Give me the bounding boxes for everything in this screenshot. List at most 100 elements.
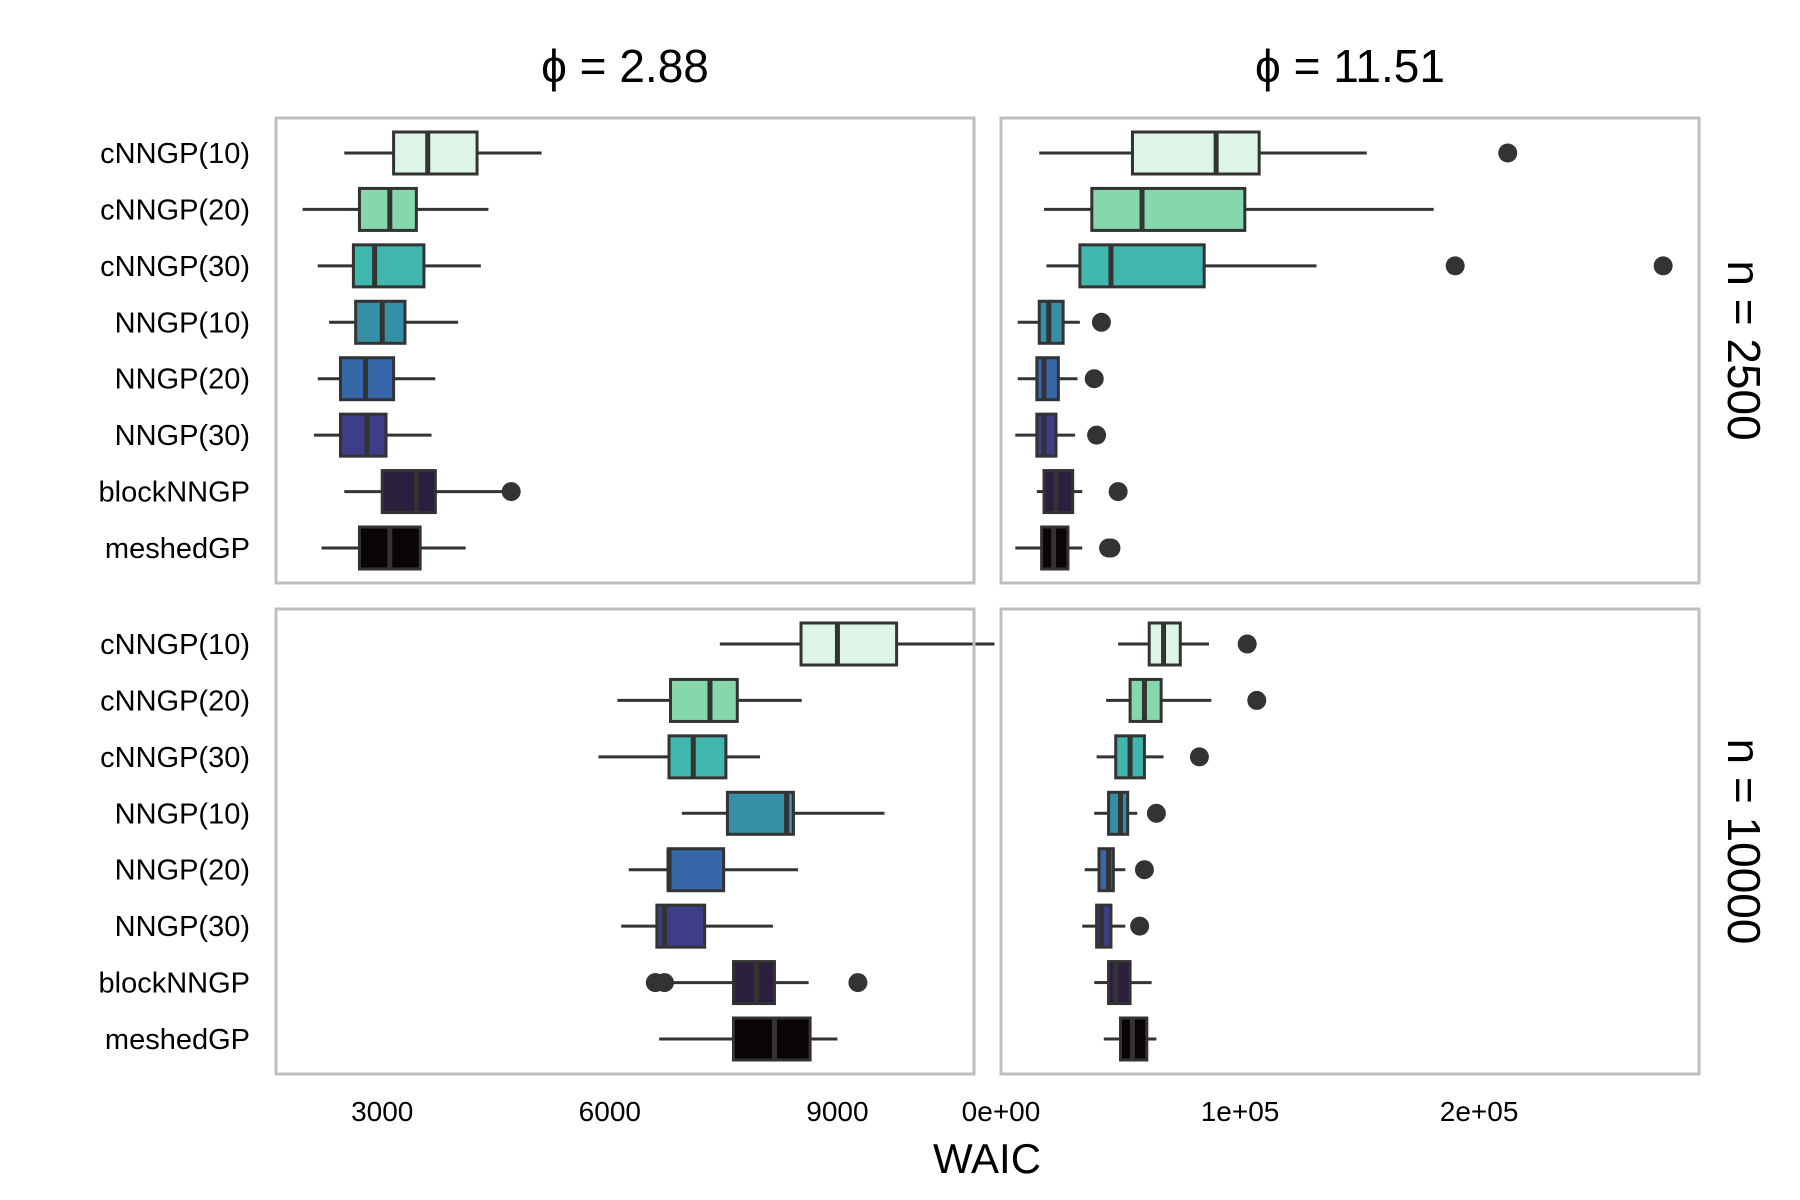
box-iqr [666, 847, 726, 893]
box-group [1118, 621, 1257, 667]
box-iqr [1078, 243, 1206, 289]
category-label: NNGP(30) [115, 911, 250, 943]
box-group [598, 734, 761, 780]
x-axis-title: WAIC [933, 1135, 1041, 1182]
box-group [344, 469, 521, 515]
category-label: cNNGP(30) [100, 251, 250, 283]
panel-frame [999, 116, 1701, 585]
box-iqr [1130, 130, 1261, 176]
box-group [302, 186, 489, 232]
box-iqr [1107, 960, 1132, 1006]
outlier-point [654, 973, 674, 993]
box-group [1044, 186, 1434, 232]
panel [274, 607, 995, 1076]
box-group [321, 525, 466, 571]
box-group [1106, 677, 1267, 723]
category-label: cNNGP(30) [100, 742, 250, 774]
outlier-point [1087, 425, 1107, 445]
outlier-point [848, 973, 868, 993]
outlier-point [501, 482, 521, 502]
outlier-point [1247, 690, 1267, 710]
x-tick-label: 9000 [806, 1096, 868, 1127]
outlier-point [1189, 747, 1209, 767]
row-strip-label: n = 10000 [1718, 739, 1770, 945]
box-group [1039, 130, 1518, 176]
x-tick-label: 1e+05 [1201, 1096, 1280, 1127]
panel-frame [274, 607, 976, 1076]
panel [274, 116, 976, 585]
outlier-point [1130, 916, 1150, 936]
x-tick-label: 0e+00 [962, 1096, 1041, 1127]
box-group [317, 356, 436, 402]
box-group [719, 621, 995, 667]
box-group [659, 1016, 838, 1062]
category-label: NNGP(10) [115, 307, 250, 339]
category-label: NNGP(20) [115, 855, 250, 887]
box-group [681, 790, 885, 836]
category-label: blockNNGP [99, 968, 251, 1000]
panel [999, 116, 1701, 585]
outlier-point [1091, 312, 1111, 332]
outlier-point [1101, 538, 1121, 558]
box-group [344, 130, 542, 176]
box-group [1103, 1016, 1157, 1062]
box-group [1036, 469, 1128, 515]
row-strip-label: n = 2500 [1718, 260, 1770, 440]
outlier-point [1108, 482, 1128, 502]
box-group [1015, 412, 1107, 458]
box-iqr [731, 1016, 812, 1062]
category-label: meshedGP [105, 1024, 250, 1056]
box-iqr [669, 677, 739, 723]
x-tick-label: 6000 [579, 1096, 641, 1127]
box-iqr [1090, 186, 1247, 232]
category-label: NNGP(30) [115, 420, 250, 452]
category-label: cNNGP(20) [100, 194, 250, 226]
category-label: NNGP(10) [115, 798, 250, 830]
outlier-point [1146, 803, 1166, 823]
column-strip-label: ϕ = 2.88 [541, 40, 709, 92]
panel [999, 607, 1701, 1076]
column-strip-label: ϕ = 11.51 [1255, 40, 1445, 92]
box-iqr [667, 734, 728, 780]
box-iqr [380, 469, 437, 515]
box-iqr [1035, 356, 1060, 402]
box-group [329, 299, 459, 345]
box-iqr [338, 412, 388, 458]
box-group [628, 847, 798, 893]
category-label: NNGP(20) [115, 364, 250, 396]
outlier-point [1134, 860, 1154, 880]
box-group [1084, 847, 1154, 893]
panel-frame [274, 116, 976, 585]
outlier-point [1445, 256, 1465, 276]
box-iqr [392, 130, 479, 176]
box-iqr [351, 243, 426, 289]
category-label: cNNGP(20) [100, 685, 250, 717]
box-group [1096, 734, 1209, 780]
box-group [645, 960, 868, 1006]
box-group [1046, 243, 1673, 289]
category-label: cNNGP(10) [100, 138, 250, 170]
category-label: cNNGP(10) [100, 629, 250, 661]
box-iqr [799, 621, 899, 667]
box-group [617, 677, 802, 723]
box-iqr [725, 790, 795, 836]
box-group [1094, 790, 1166, 836]
outlier-point [1084, 369, 1104, 389]
box-group [1017, 356, 1104, 402]
box-group [1015, 525, 1121, 571]
category-label: meshedGP [105, 533, 250, 565]
box-group [1094, 960, 1152, 1006]
box-group [1017, 299, 1111, 345]
panel-frame [999, 607, 1701, 1076]
box-group [1082, 903, 1150, 949]
x-tick-label: 3000 [351, 1096, 413, 1127]
category-label: blockNNGP [99, 477, 251, 509]
outlier-point [1237, 634, 1257, 654]
box-group [621, 903, 773, 949]
box-group [317, 243, 481, 289]
outlier-point [1653, 256, 1673, 276]
box-group [313, 412, 432, 458]
outlier-point [1498, 143, 1518, 163]
x-tick-label: 2e+05 [1440, 1096, 1519, 1127]
